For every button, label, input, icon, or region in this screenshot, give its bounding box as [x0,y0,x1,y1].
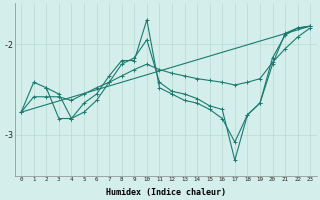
X-axis label: Humidex (Indice chaleur): Humidex (Indice chaleur) [106,188,226,197]
